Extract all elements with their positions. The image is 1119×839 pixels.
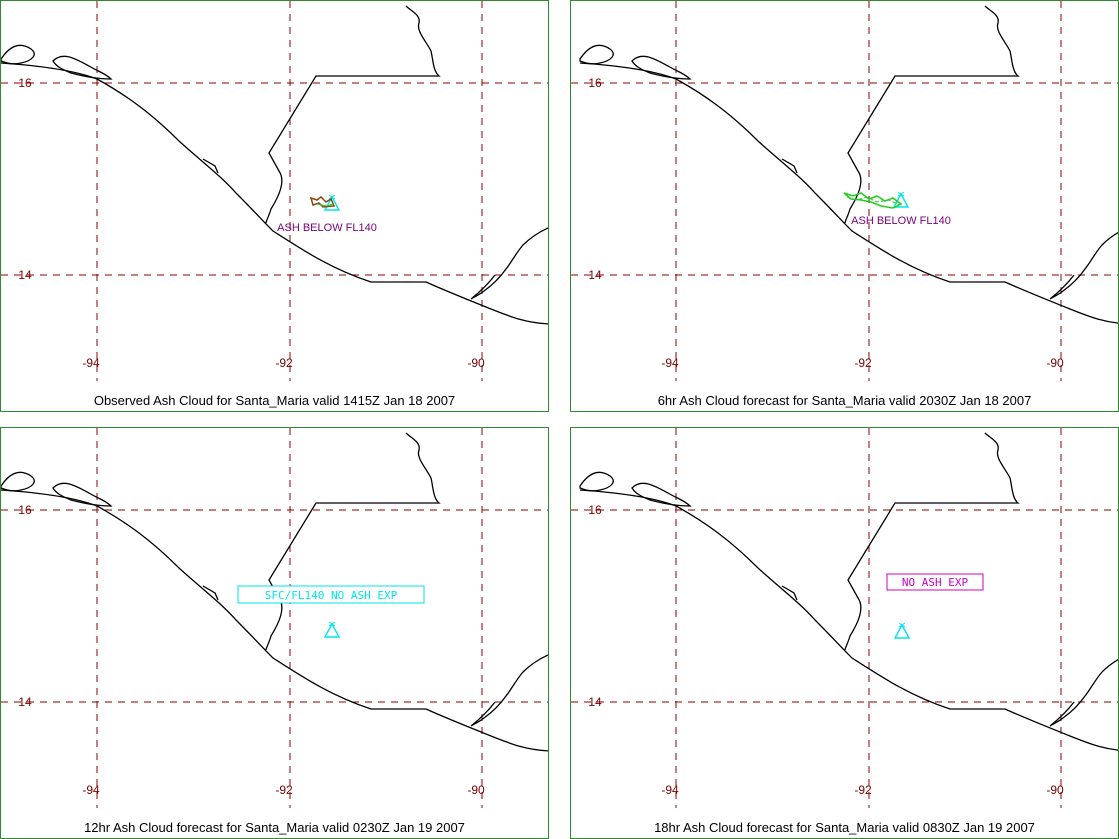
volcano-vent-icon <box>898 622 906 628</box>
lon-tick-label: -90 <box>467 783 485 797</box>
panel-caption: Observed Ash Cloud for Santa_Maria valid… <box>93 393 456 408</box>
volcano-vent-icon <box>897 191 905 197</box>
volcano-triangle-icon <box>893 622 911 639</box>
volcano-triangle-icon <box>323 621 341 638</box>
volcano-triangle-icon <box>893 623 911 639</box>
lat-tick-label: 16 <box>588 76 602 90</box>
coastline-path <box>844 432 1020 651</box>
map-canvas: -94 -92 -90 16 14 ASH BELOW FL140 <box>1 1 548 381</box>
lat-lon-grid <box>571 428 1118 808</box>
coastline-path <box>265 432 441 651</box>
lat-tick-label: 14 <box>18 695 32 709</box>
coastline <box>1 5 548 325</box>
coastline-path <box>579 44 614 65</box>
coastline-path <box>1 471 35 492</box>
ash-overlay: SFC/FL140 NO ASH EXP <box>237 585 425 638</box>
coastline <box>579 432 1118 751</box>
coastline-path <box>52 482 113 507</box>
ash-cloud-edge <box>846 196 900 206</box>
coastline-path <box>1049 231 1118 300</box>
lat-lon-grid <box>1 1 548 381</box>
lat-tick-label: 16 <box>18 76 32 90</box>
coastline-path <box>579 471 614 492</box>
lon-tick-label: -92 <box>854 783 872 797</box>
lon-tick-label: -94 <box>82 783 100 797</box>
lon-tick-label: -90 <box>1046 356 1064 370</box>
tick-labels: -94 -92 -90 16 14 <box>18 76 485 370</box>
lat-tick-label: 14 <box>588 268 602 282</box>
coastline <box>1 432 548 752</box>
no-ash-label: SFC/FL140 NO ASH EXP <box>265 589 398 602</box>
ash-label: ASH BELOW FL140 <box>851 215 951 227</box>
panel-caption: 6hr Ash Cloud forecast for Santa_Maria v… <box>657 393 1032 408</box>
map-panel-observed: -94 -92 -90 16 14 ASH BELOW FL140 Observed A… <box>0 0 549 412</box>
lon-tick-label: -94 <box>661 356 679 370</box>
tick-labels: -94 -92 -90 16 14 <box>18 503 485 797</box>
map-canvas: -94 -92 -90 16 14 ASH BELOW FL140 <box>571 1 1118 381</box>
ash-overlay: NO ASH EXP <box>886 573 984 639</box>
coastline-path <box>844 5 1020 224</box>
lat-tick-label: 14 <box>18 268 32 282</box>
volcano-triangle-icon <box>323 195 341 211</box>
coastline-path <box>1 44 35 65</box>
coastline-group <box>1 5 548 325</box>
coastline-path <box>202 585 219 601</box>
lon-tick-label: -90 <box>467 356 485 370</box>
coastline-path <box>265 5 441 224</box>
lon-tick-label: -90 <box>1046 783 1064 797</box>
coastline-group <box>579 5 1118 324</box>
ash-overlay: ASH BELOW FL140 <box>843 191 951 227</box>
coastline-path <box>631 55 692 80</box>
ash-cloud-edge <box>316 203 334 207</box>
coastline-path <box>470 227 548 300</box>
lat-lon-grid <box>1 428 548 808</box>
no-ash-box <box>886 573 984 591</box>
coastline <box>579 5 1118 324</box>
map-panel-12hr: -94 -92 -90 16 14 SFC/FL140 NO ASH EXP 12hr … <box>0 427 549 839</box>
coastline-path <box>202 158 219 174</box>
coastline-group <box>579 432 1118 751</box>
lon-tick-label: -94 <box>661 783 679 797</box>
ash-label: ASH BELOW FL140 <box>277 222 377 234</box>
map-panel-18hr: -94 -92 -90 16 14 NO ASH EXP 18hr Ash Cloud … <box>570 427 1119 839</box>
ash-cloud-area <box>309 196 336 208</box>
lon-tick-label: -94 <box>82 356 100 370</box>
tick-labels: -94 -92 -90 16 14 <box>588 76 1064 370</box>
volcano-triangle-icon <box>323 622 341 638</box>
map-panel-6hr: -94 -92 -90 16 14 ASH BELOW FL140 6hr Ash Cl… <box>570 0 1119 412</box>
coastline-path <box>52 55 113 80</box>
coastline-path <box>1 62 548 325</box>
coastline-path <box>631 482 692 507</box>
map-canvas: -94 -92 -90 16 14 SFC/FL140 NO ASH EXP <box>1 428 548 808</box>
volcano-vent-icon <box>328 621 336 627</box>
no-ash-label: NO ASH EXP <box>902 576 969 589</box>
lon-tick-label: -92 <box>854 356 872 370</box>
lat-tick-label: 16 <box>18 503 32 517</box>
coastline-path <box>579 62 1118 324</box>
coastline-path <box>781 585 798 601</box>
coastline-path <box>1049 658 1118 727</box>
lon-tick-label: -92 <box>275 356 293 370</box>
lat-lon-grid <box>571 1 1118 381</box>
panel-caption: 12hr Ash Cloud forecast for Santa_Maria … <box>84 820 465 835</box>
lon-tick-label: -92 <box>275 783 293 797</box>
ash-overlay: ASH BELOW FL140 <box>277 194 377 234</box>
coastline-path <box>579 489 1118 751</box>
volcano-triangle-icon <box>323 194 341 211</box>
coastline-group <box>1 432 548 752</box>
map-canvas: -94 -92 -90 16 14 NO ASH EXP <box>571 428 1118 808</box>
tick-labels: -94 -92 -90 16 14 <box>588 503 1064 797</box>
panel-caption: 18hr Ash Cloud forecast for Santa_Maria … <box>654 820 1035 835</box>
volcano-vent-icon <box>328 194 336 200</box>
lat-tick-label: 16 <box>588 503 602 517</box>
lat-tick-label: 14 <box>588 695 602 709</box>
coastline-path <box>470 654 548 727</box>
coastline-path <box>781 158 798 174</box>
no-ash-box <box>237 585 425 604</box>
ash-cloud-area <box>843 192 903 209</box>
coastline-path <box>1 489 548 752</box>
